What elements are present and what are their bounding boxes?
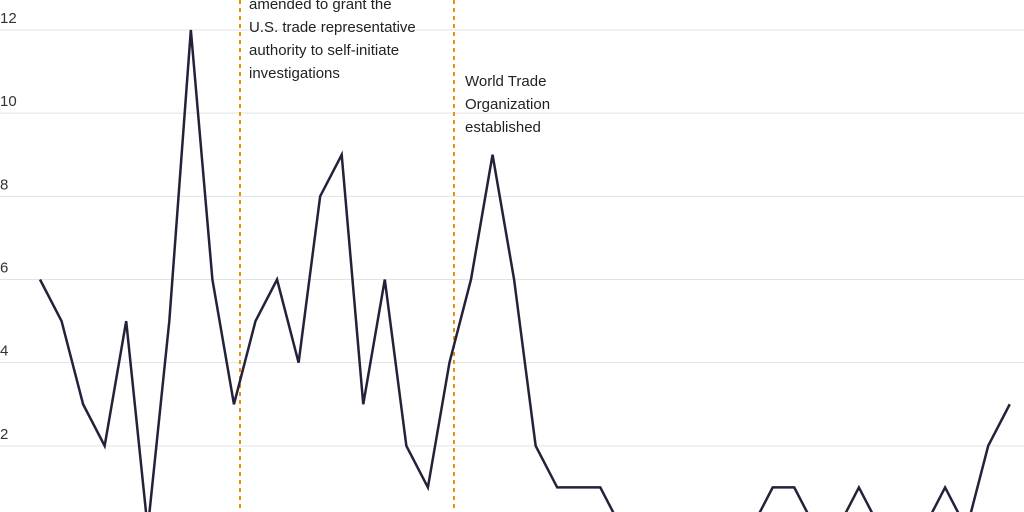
annotation-text: Organization	[465, 96, 550, 113]
annotation-text: established	[465, 119, 541, 136]
y-tick-label: 4	[0, 343, 8, 360]
annotation-text: investigations	[249, 65, 340, 82]
y-tick-label: 6	[0, 260, 8, 277]
y-tick-label: 10	[0, 93, 17, 110]
annotation: amended to grant the U.S. trade represen…	[249, 0, 416, 82]
annotation-text: World Trade	[465, 73, 546, 90]
annotation-text: authority to self-initiate	[249, 42, 399, 59]
annotation-text: amended to grant the	[249, 0, 392, 13]
annotation: World Trade Organization established	[465, 73, 550, 136]
annotation-text: U.S. trade representative	[249, 19, 416, 36]
data-line	[38, 29, 1011, 512]
y-tick-label: 0	[0, 509, 8, 512]
y-tick-label: 2	[0, 426, 8, 443]
y-tick-label: 12	[0, 10, 17, 27]
y-tick-label: 8	[0, 176, 8, 193]
